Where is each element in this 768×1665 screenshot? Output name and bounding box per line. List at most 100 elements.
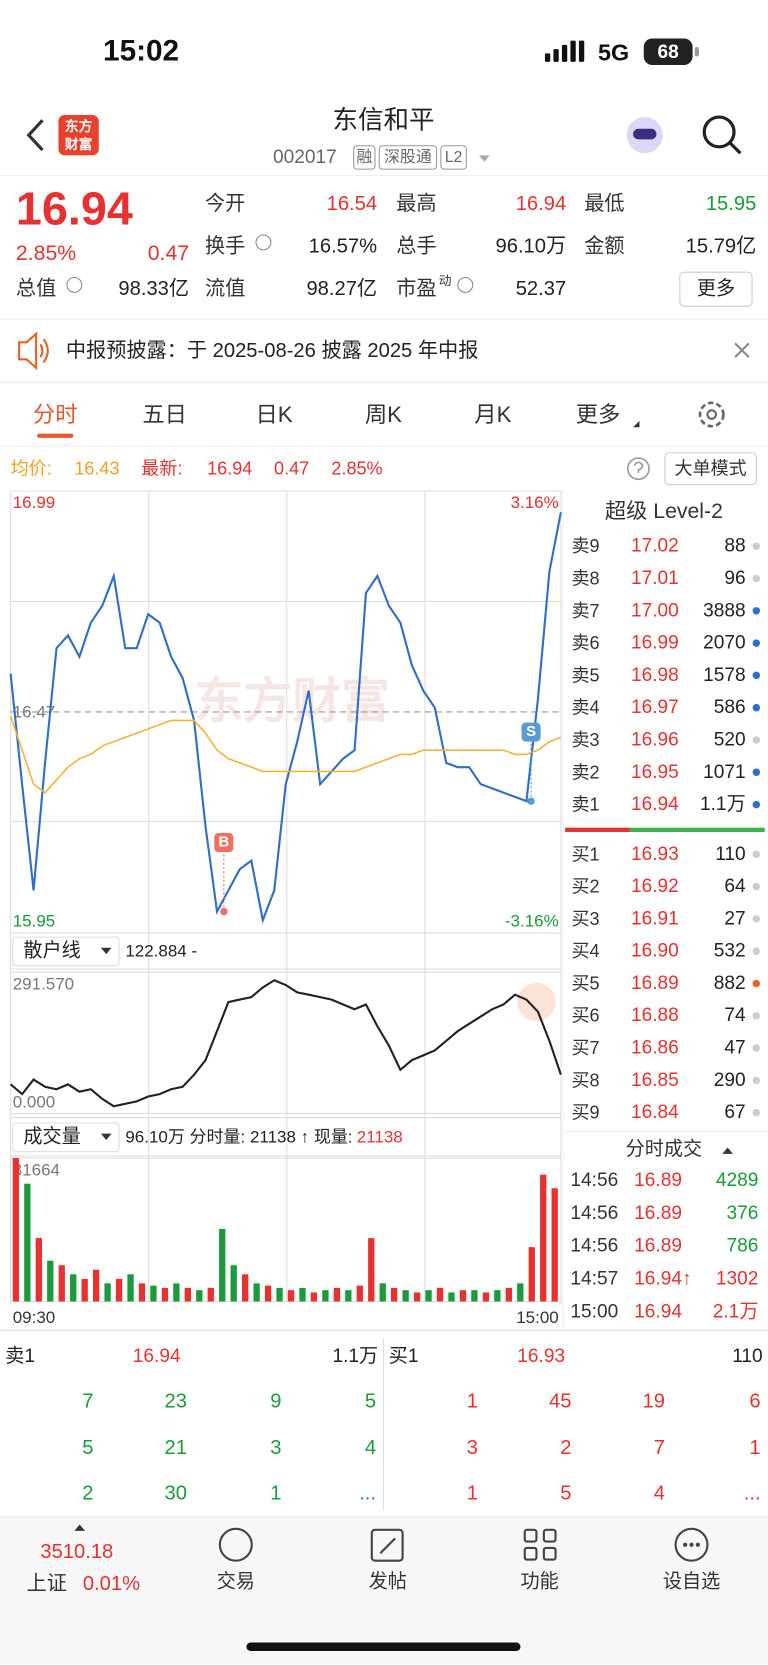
volume-bar <box>402 1290 409 1302</box>
trade-price: 16.94 <box>634 1302 682 1323</box>
volume-bar <box>58 1265 65 1302</box>
field-label: 市盈 <box>396 277 436 300</box>
logo-text: 东方 <box>65 118 93 134</box>
volume-bar <box>459 1290 467 1302</box>
summary-price: 16.93 <box>517 1346 565 1367</box>
book-dot <box>752 703 761 712</box>
book-label: 买3 <box>571 909 599 929</box>
book-volume: 96 <box>724 568 745 589</box>
queue-volume: 19 <box>643 1390 665 1412</box>
tab[interactable]: 月K <box>474 402 511 427</box>
x-tick-label: 09:30 <box>13 1308 56 1327</box>
book-volume: 2070 <box>703 633 746 654</box>
nav-label[interactable]: 交易 <box>217 1570 255 1592</box>
tag-box <box>353 145 376 170</box>
book-volume: 586 <box>714 697 746 718</box>
dropdown-arrow[interactable] <box>479 155 490 162</box>
volume-bar <box>127 1274 134 1302</box>
queue-volume: 1 <box>467 1483 478 1505</box>
trade-time: 14:56 <box>570 1236 618 1257</box>
more-button-label[interactable]: 更多 <box>697 278 735 300</box>
change-pct: 2.85% <box>16 241 76 265</box>
queue-volume: 1 <box>270 1483 281 1505</box>
volume-bar <box>494 1290 501 1302</box>
book-dot <box>752 1076 761 1085</box>
field-value: 96.10万 <box>496 236 567 258</box>
book-bar-sell <box>565 827 630 832</box>
tab[interactable]: 五日 <box>142 402 187 427</box>
search-button[interactable] <box>702 115 742 155</box>
queue-volume: 4 <box>365 1437 376 1459</box>
tab[interactable]: 日K <box>255 402 292 427</box>
latest-change: 0.47 <box>274 459 309 479</box>
tab[interactable]: 周K <box>365 402 402 427</box>
queue-volume: 21 <box>165 1437 187 1459</box>
volume-bar <box>219 1229 226 1302</box>
nav-label[interactable]: 发帖 <box>369 1570 407 1592</box>
indicator-selector[interactable] <box>12 936 120 967</box>
mode-label[interactable]: 大单模式 <box>675 459 747 479</box>
bottom-nav <box>0 1517 768 1665</box>
book-price: 16.98 <box>631 665 679 686</box>
book-price: 16.95 <box>631 762 679 783</box>
nav-label[interactable]: 设自选 <box>663 1570 720 1592</box>
indicator-title[interactable]: 散户线 <box>23 939 80 961</box>
tab-more-arrow <box>633 420 640 428</box>
summary-price: 16.94 <box>133 1346 181 1367</box>
book-label: 卖2 <box>571 762 599 782</box>
queue-volume: 9 <box>270 1390 281 1412</box>
book-price: 16.84 <box>631 1102 679 1123</box>
queue-volume: 6 <box>749 1390 760 1412</box>
volume-bar <box>471 1290 478 1302</box>
book-volume: 88 <box>724 536 745 557</box>
info-icon <box>255 234 272 251</box>
indicator-values: 122.884 - <box>125 941 197 960</box>
indicator-title[interactable]: 成交量 <box>23 1125 80 1147</box>
volume-bar <box>276 1287 283 1302</box>
level2-title: 超级 Level-2 <box>605 499 723 523</box>
expand-icon[interactable] <box>517 982 556 1022</box>
nav-icons <box>218 1527 709 1562</box>
tag: L2 <box>445 149 463 166</box>
trade-time: 15:00 <box>570 1302 618 1323</box>
volume-bar <box>173 1283 180 1302</box>
summary-label: 买1 <box>389 1346 419 1367</box>
volume-bar <box>81 1278 88 1302</box>
y-tick-label: 31664 <box>13 1160 60 1179</box>
tab[interactable]: 分时 <box>33 402 78 427</box>
status-time: 15:02 <box>103 35 179 68</box>
volume-bar <box>436 1287 444 1302</box>
volume-bar <box>70 1274 77 1302</box>
status-network: 5G <box>598 39 629 65</box>
queue-volume: ... <box>359 1483 376 1505</box>
indicator-selector[interactable] <box>12 1122 120 1153</box>
latest-value: 16.94 <box>207 459 252 479</box>
nav-label[interactable]: 功能 <box>521 1570 559 1592</box>
back-button[interactable] <box>26 119 44 152</box>
book-volume: 1578 <box>703 665 746 686</box>
marker-box <box>521 722 541 742</box>
volume-bar <box>12 1158 20 1302</box>
settings-button[interactable] <box>698 401 725 428</box>
volume-bar <box>207 1287 214 1302</box>
tab-indicator <box>37 433 74 438</box>
help-icon[interactable] <box>626 457 650 481</box>
field-value: 52.37 <box>516 278 566 300</box>
mode-button[interactable] <box>664 452 757 486</box>
close-button[interactable] <box>734 342 750 358</box>
book-price: 16.91 <box>631 908 679 929</box>
tab[interactable]: 更多 <box>576 402 621 427</box>
book-label: 卖5 <box>571 665 599 685</box>
volume-bar <box>322 1290 329 1302</box>
field-label: 今开 <box>205 192 245 215</box>
more-button[interactable] <box>679 271 753 307</box>
field-value: 15.79亿 <box>686 235 757 258</box>
book-volume: 64 <box>724 876 746 897</box>
trade-price: 16.89 <box>634 1203 682 1224</box>
volume-bar <box>196 1290 203 1302</box>
collapse-arrow[interactable] <box>722 1147 733 1154</box>
dropdown-arrow <box>100 947 112 955</box>
tag-box <box>378 145 438 170</box>
series-line <box>9 979 562 1108</box>
